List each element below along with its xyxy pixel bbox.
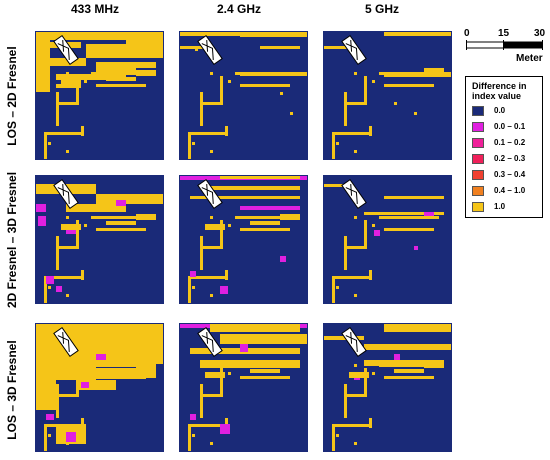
legend-row-6: 1.0 [472,202,505,212]
legend-row-0: 0.0 [472,106,505,116]
legend-label-0: 0.0 [494,106,506,116]
scale-bar: 0 15 30 Meter [464,18,546,68]
map-panel-r1c3 [323,31,452,160]
column-title-433mhz: 433 MHz [70,2,120,16]
legend-swatch-6 [472,202,484,212]
legend-swatch-2 [472,138,484,148]
map-panel-r2c1 [35,175,164,304]
legend-swatch-4 [472,170,484,180]
row-title-los-3d: LOS – 3D Fresnel [5,340,19,440]
legend-label-2: 0.1 – 0.2 [494,138,526,148]
legend-row-5: 0.4 – 1.0 [472,186,525,196]
scale-bar-graphic [466,40,543,50]
map-svg-r3c3 [324,324,451,451]
column-title-2-4ghz: 2.4 GHz [216,2,261,16]
column-title-5ghz: 5 GHz [364,2,399,16]
legend-label-4: 0.3 – 0.4 [494,170,526,180]
map-svg-r2c3 [324,178,444,303]
legend-label-5: 0.4 – 1.0 [494,186,526,196]
scale-unit: Meter [516,53,543,64]
map-svg-r2c1 [36,178,163,303]
legend-label-3: 0.2 – 0.3 [494,154,526,164]
legend-title-line1: Difference in [472,81,527,91]
row-title-2d-3d: 2D Fresnel – 3D Fresnel [5,171,19,309]
map-panel-r1c1 [35,31,164,160]
map-svg-r3c1 [36,324,163,451]
legend: Difference in index value 0.0 0.0 – 0.1 … [465,76,543,218]
map-panel-r3c2 [179,323,308,452]
map-svg-r1c3 [324,32,451,159]
map-panel-r1c2 [179,31,308,160]
row-title-los-2d: LOS – 2D Fresnel [5,46,19,146]
legend-swatch-3 [472,154,484,164]
map-panel-r2c3 [323,175,452,304]
legend-label-6: 1.0 [494,202,506,212]
legend-row-4: 0.3 – 0.4 [472,170,525,180]
scale-tick-30: 30 [534,28,546,39]
map-svg-r1c1 [36,32,163,159]
map-svg-r1c2 [180,32,307,159]
map-svg-r2c2 [180,176,307,303]
legend-swatch-5 [472,186,484,196]
scale-tick-0: 0 [464,28,470,39]
map-panel-r3c3 [323,323,452,452]
legend-label-1: 0.0 – 0.1 [494,122,526,132]
legend-title-line2: index value [472,91,522,101]
map-svg-r3c2 [180,324,307,451]
legend-swatch-1 [472,122,484,132]
legend-row-3: 0.2 – 0.3 [472,154,525,164]
map-panel-r2c2 [179,175,308,304]
legend-swatch-0 [472,106,484,116]
map-panel-r3c1 [35,323,164,452]
legend-row-2: 0.1 – 0.2 [472,138,525,148]
legend-title: Difference in index value [472,81,527,101]
scale-tick-15: 15 [498,28,510,39]
legend-row-1: 0.0 – 0.1 [472,122,525,132]
